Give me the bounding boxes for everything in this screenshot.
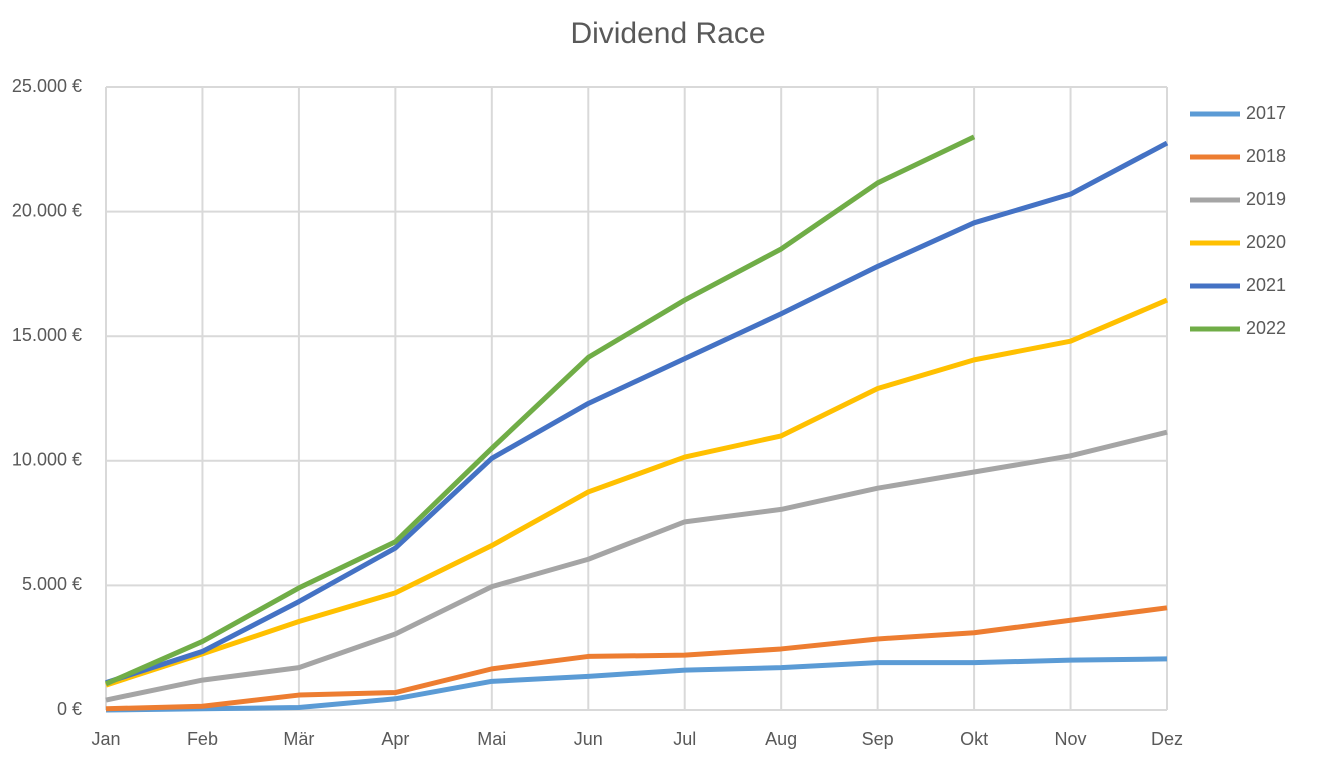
x-tick-label: Aug xyxy=(765,729,797,749)
y-tick-label: 10.000 € xyxy=(12,450,82,470)
x-tick-label: Mai xyxy=(477,729,506,749)
legend-label: 2019 xyxy=(1246,189,1286,209)
x-tick-label: Jul xyxy=(673,729,696,749)
line-series xyxy=(105,297,1168,688)
line-series xyxy=(105,140,1169,685)
x-tick-label: Mär xyxy=(283,729,314,749)
x-tick-label: Sep xyxy=(862,729,894,749)
line-series xyxy=(105,429,1168,703)
y-tick-label: 0 € xyxy=(57,699,82,719)
x-tick-label: Jun xyxy=(574,729,603,749)
legend-label: 2018 xyxy=(1246,146,1286,166)
x-tick-label: Dez xyxy=(1151,729,1183,749)
x-tick-label: Jan xyxy=(91,729,120,749)
y-tick-label: 20.000 € xyxy=(12,200,82,220)
y-tick-label: 5.000 € xyxy=(22,574,82,594)
legend-label: 2021 xyxy=(1246,275,1286,295)
line-series xyxy=(105,656,1168,713)
line-series xyxy=(105,605,1168,712)
chart-title: Dividend Race xyxy=(570,17,765,50)
x-tick-label: Apr xyxy=(381,729,409,749)
x-tick-label: Okt xyxy=(960,729,988,749)
legend-label: 2022 xyxy=(1246,318,1286,338)
legend-label: 2017 xyxy=(1246,103,1286,123)
y-tick-label: 25.000 € xyxy=(12,76,82,96)
y-tick-label: 15.000 € xyxy=(12,325,82,345)
legend-label: 2020 xyxy=(1246,232,1286,252)
x-tick-label: Nov xyxy=(1055,729,1087,749)
x-tick-label: Feb xyxy=(187,729,218,749)
line-series xyxy=(104,134,976,687)
